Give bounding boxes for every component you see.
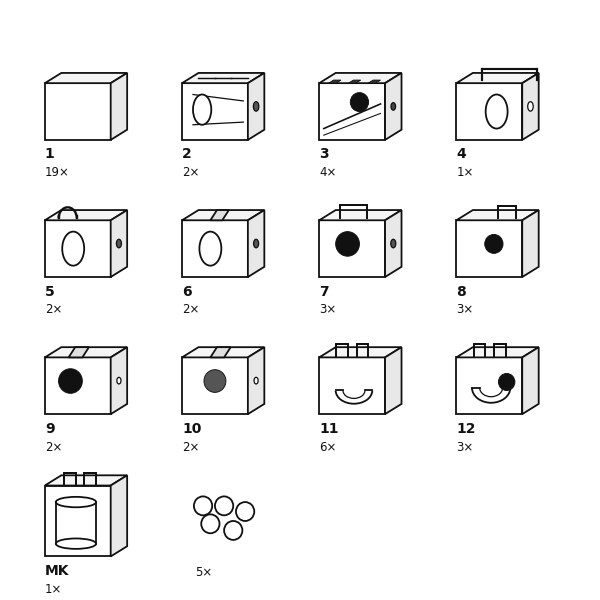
Polygon shape [329,80,341,83]
Polygon shape [248,347,265,414]
Polygon shape [182,210,265,220]
Text: 5: 5 [45,284,55,299]
Text: 2×: 2× [182,304,199,316]
Text: 4×: 4× [319,166,337,179]
Text: 3×: 3× [457,440,473,454]
Polygon shape [457,83,522,140]
Ellipse shape [56,497,96,507]
Polygon shape [182,83,248,140]
Text: 9: 9 [45,422,55,436]
Text: MK: MK [45,564,70,578]
Polygon shape [349,80,361,83]
Polygon shape [45,485,110,556]
Polygon shape [45,73,127,83]
Circle shape [236,502,254,521]
Circle shape [59,369,82,394]
Text: 6: 6 [182,284,191,299]
Polygon shape [182,347,265,358]
Polygon shape [319,210,401,220]
Polygon shape [319,220,385,277]
Text: 3×: 3× [457,304,473,316]
Text: 6×: 6× [319,440,337,454]
Polygon shape [522,347,539,414]
Polygon shape [45,475,127,485]
Circle shape [485,235,503,253]
Circle shape [204,370,226,392]
Polygon shape [319,358,385,414]
Polygon shape [522,210,539,277]
Text: 10: 10 [182,422,202,436]
Ellipse shape [116,239,121,248]
Circle shape [194,496,212,515]
Polygon shape [110,210,127,277]
Text: 2: 2 [182,148,192,161]
Polygon shape [457,347,539,358]
Text: 1×: 1× [457,166,474,179]
Polygon shape [45,220,110,277]
Ellipse shape [254,377,258,384]
Text: 19×: 19× [45,166,70,179]
Circle shape [499,373,515,391]
Polygon shape [385,347,401,414]
Polygon shape [182,358,248,414]
Ellipse shape [56,538,96,549]
Text: 1: 1 [45,148,55,161]
Text: 3: 3 [319,148,329,161]
Text: 11: 11 [319,422,339,436]
Polygon shape [385,73,401,140]
Circle shape [215,496,233,515]
Polygon shape [385,210,401,277]
Text: 1×: 1× [45,583,62,596]
Ellipse shape [117,377,121,384]
Text: 2×: 2× [45,304,62,316]
Circle shape [350,92,368,112]
Text: 3×: 3× [319,304,337,316]
Polygon shape [522,73,539,140]
Polygon shape [211,210,229,220]
Polygon shape [319,83,385,140]
Polygon shape [457,220,522,277]
Ellipse shape [254,239,259,248]
Circle shape [335,232,359,256]
Circle shape [224,521,242,540]
Ellipse shape [485,95,508,128]
Polygon shape [182,220,248,277]
Text: 8: 8 [457,284,466,299]
Polygon shape [457,358,522,414]
Text: 2×: 2× [45,440,62,454]
Polygon shape [457,210,539,220]
Text: 2×: 2× [182,440,199,454]
Polygon shape [319,73,401,83]
Text: 7: 7 [319,284,329,299]
Polygon shape [457,73,539,83]
Text: 4: 4 [457,148,466,161]
Polygon shape [110,73,127,140]
Ellipse shape [528,101,533,111]
Circle shape [201,514,220,533]
Polygon shape [110,347,127,414]
Text: 5×: 5× [195,566,212,580]
Text: 2×: 2× [182,166,199,179]
Polygon shape [45,358,110,414]
Polygon shape [248,210,265,277]
Ellipse shape [391,103,395,110]
Ellipse shape [253,101,259,111]
Ellipse shape [196,99,209,120]
Ellipse shape [199,232,221,266]
Polygon shape [110,475,127,556]
Polygon shape [182,73,265,83]
Polygon shape [45,347,127,358]
Ellipse shape [62,232,84,266]
Ellipse shape [193,95,211,125]
Polygon shape [319,347,401,358]
Polygon shape [368,80,380,83]
Polygon shape [45,210,127,220]
Ellipse shape [391,239,396,248]
Polygon shape [211,347,230,358]
Text: 12: 12 [457,422,476,436]
Polygon shape [45,83,110,140]
Polygon shape [248,73,265,140]
Polygon shape [68,347,89,358]
